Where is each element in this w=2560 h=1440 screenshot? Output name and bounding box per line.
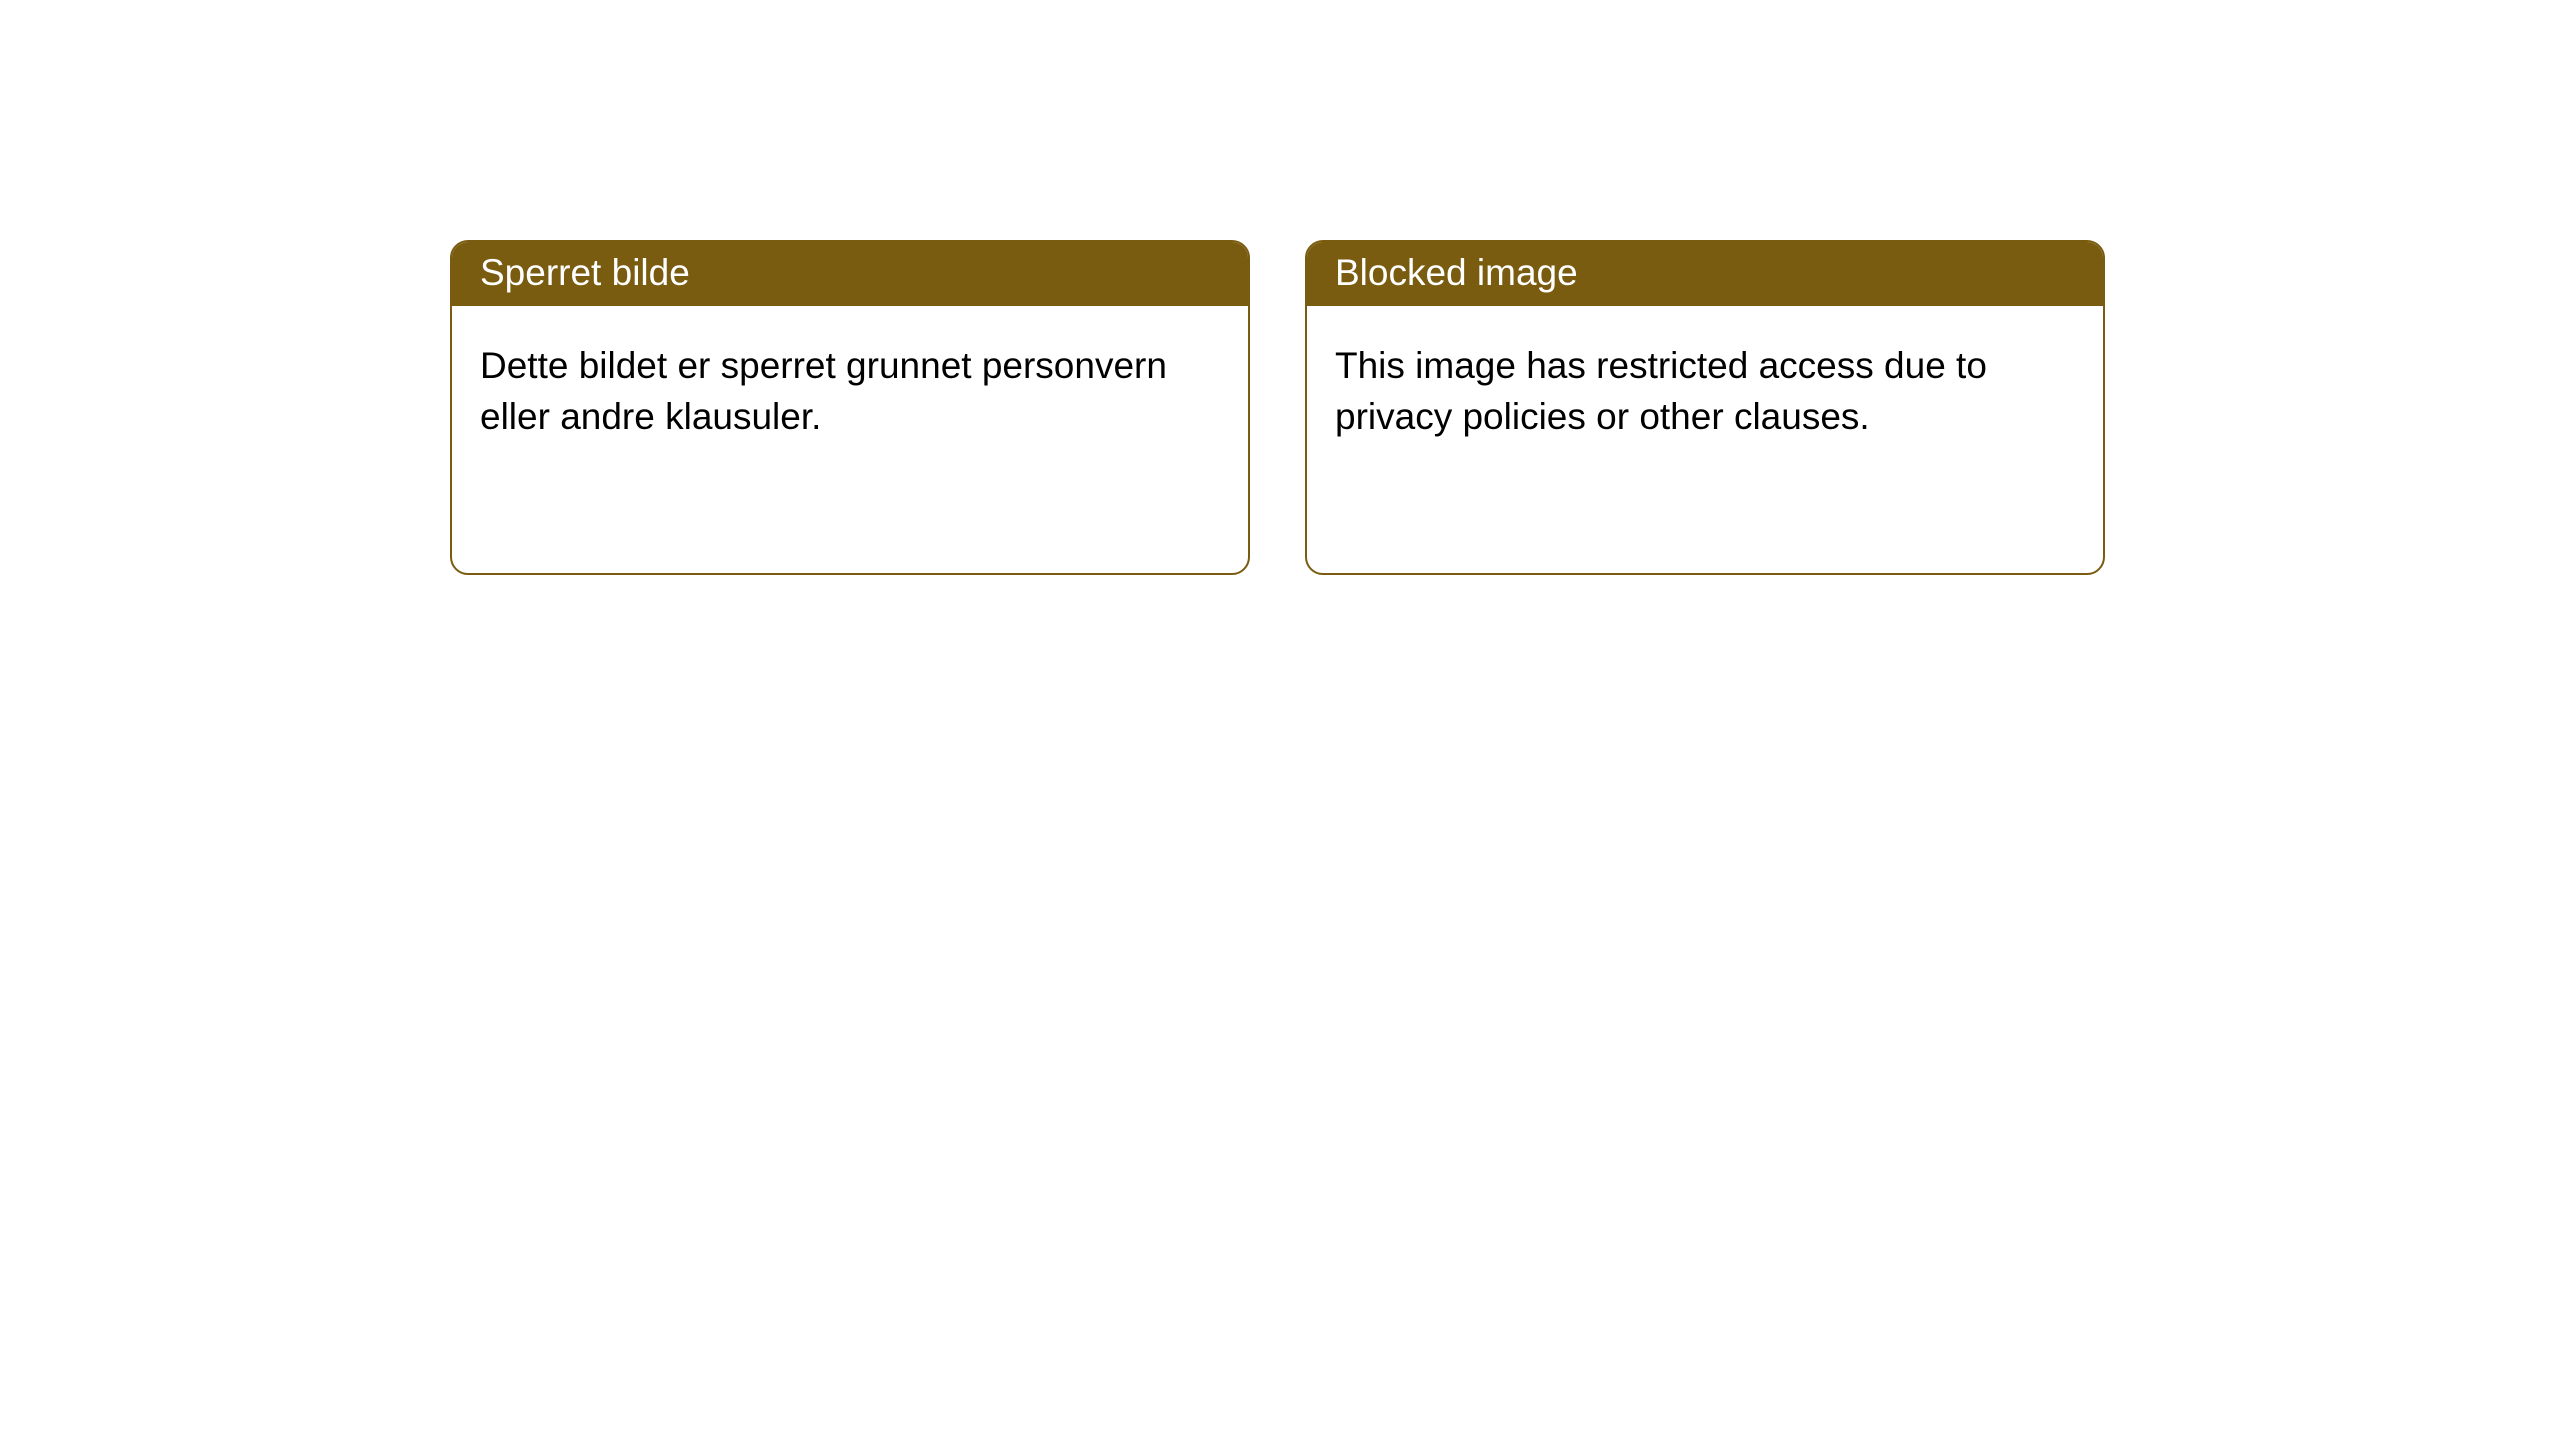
card-title: Sperret bilde	[452, 242, 1248, 306]
notice-card-english: Blocked image This image has restricted …	[1305, 240, 2105, 575]
card-title: Blocked image	[1307, 242, 2103, 306]
notice-card-norwegian: Sperret bilde Dette bildet er sperret gr…	[450, 240, 1250, 575]
notice-cards-container: Sperret bilde Dette bildet er sperret gr…	[0, 0, 2560, 575]
card-body: This image has restricted access due to …	[1307, 306, 2103, 470]
card-body: Dette bildet er sperret grunnet personve…	[452, 306, 1248, 470]
